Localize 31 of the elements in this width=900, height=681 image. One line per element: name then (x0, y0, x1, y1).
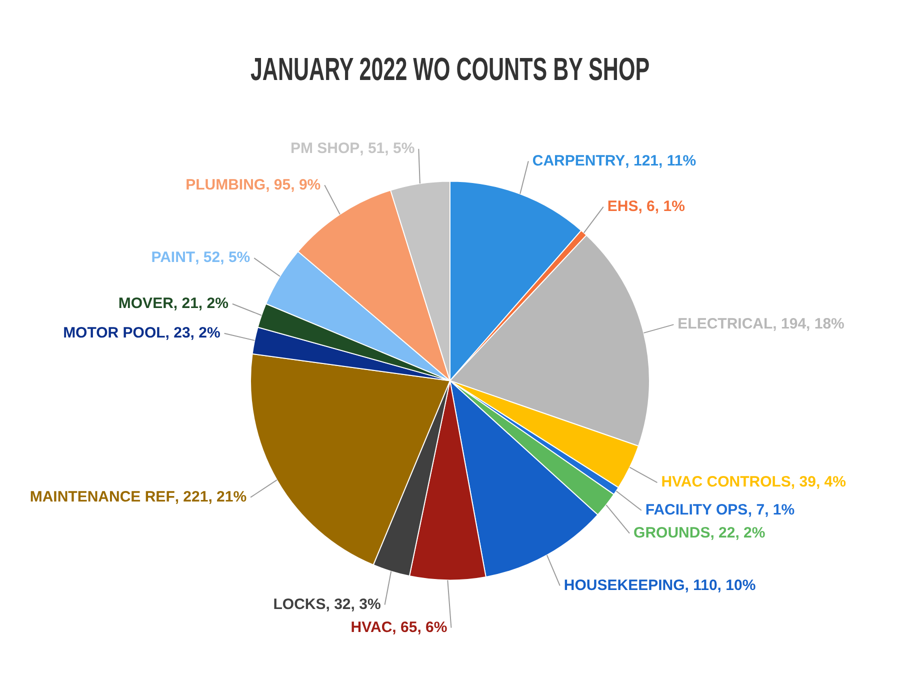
data-label: , 194, 18% (772, 316, 844, 333)
slice-label: MOTOR POOL (63, 324, 166, 342)
slice-label: PLUMBING (186, 176, 266, 194)
slice-label: HVAC (350, 618, 392, 636)
data-label: , 22, 2% (710, 524, 766, 542)
slice-label: HOUSEKEEPING (564, 576, 685, 594)
data-label: , 65, 6% (392, 618, 448, 636)
chart-title: JANUARY 2022 WO COUNTS BY SHOP (250, 50, 650, 88)
data-label: , 95, 9% (266, 176, 321, 194)
slice-label: MAINTENANCE REF (30, 488, 175, 506)
slice-label: LOCKS (273, 596, 326, 613)
slice-label: HVAC CONTROLS (661, 474, 791, 491)
data-label: , 110, 10% (684, 576, 756, 594)
slice-label: FACILITY OPS (645, 502, 748, 519)
slice-label: ELECTRICAL (678, 316, 773, 333)
slice-label: MOVER (118, 295, 174, 312)
data-label: , 39, 4% (790, 474, 846, 491)
data-label: , 221, 21% (174, 488, 247, 506)
data-label: , 32, 3% (326, 596, 381, 613)
slice-label: PM SHOP (290, 140, 360, 158)
data-label: , 51, 5% (360, 140, 415, 158)
slice-label: GROUNDS (634, 524, 710, 542)
data-label: , 7, 1% (748, 502, 795, 519)
data-label: , 23, 2% (165, 324, 220, 342)
data-label: , 52, 5% (195, 249, 250, 266)
slice-label: PAINT (151, 249, 196, 266)
data-label: , 6, 1% (638, 198, 685, 215)
data-label: , 121, 11% (625, 152, 696, 170)
slice-label: EHS (607, 198, 638, 215)
data-label: , 21, 2% (173, 295, 228, 312)
slice-label: CARPENTRY (532, 152, 626, 170)
